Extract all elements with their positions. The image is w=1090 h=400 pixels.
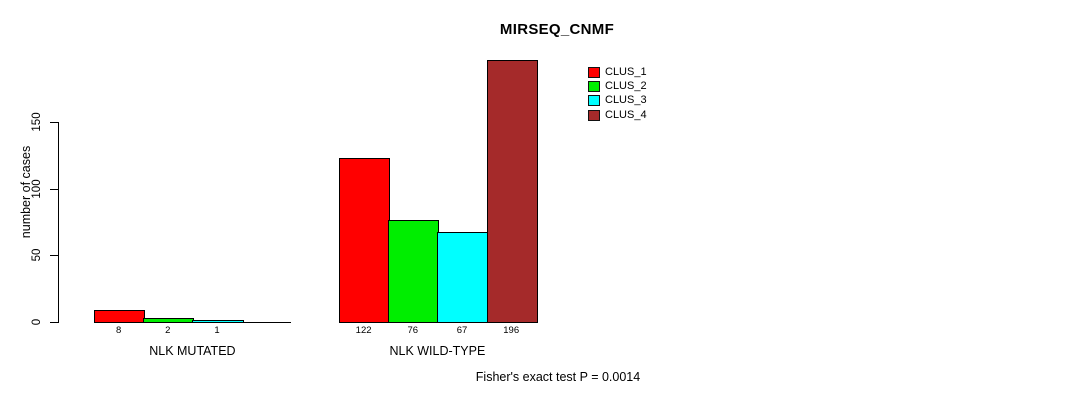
stat-annotation: Fisher's exact test P = 0.0014: [475, 370, 641, 384]
legend-swatch: [588, 109, 600, 121]
y-tick-label: 0: [31, 318, 43, 326]
bar-value-label: 196: [503, 325, 520, 336]
y-axis-tick: [50, 188, 58, 190]
legend-swatch: [588, 81, 600, 93]
bar: [437, 231, 489, 323]
bar-value-label: 8: [115, 325, 122, 336]
legend-label: CLUS_3: [605, 94, 647, 107]
bar: [388, 219, 440, 323]
bar-value-label: 1: [214, 325, 220, 336]
legend-swatch: [588, 95, 600, 107]
legend-swatch: [588, 67, 600, 78]
y-axis-tick: [50, 122, 58, 123]
legend-label: CLUS_2: [605, 80, 647, 93]
y-tick-label: 100: [31, 179, 43, 199]
y-tick-label: 150: [31, 112, 43, 132]
bar-zero: [241, 322, 291, 323]
bar: [192, 319, 244, 323]
y-axis-line: [58, 122, 59, 323]
bar-value-label: 2: [165, 325, 171, 336]
y-tick-label: 50: [31, 248, 43, 262]
bar-value-label: 122: [355, 325, 372, 336]
y-axis-tick: [50, 322, 58, 323]
bar-value-label: 67: [456, 325, 468, 336]
bar: [486, 59, 538, 323]
bar: [143, 318, 195, 323]
x-category-label: NLK WILD-TYPE: [389, 344, 486, 358]
legend-label: CLUS_4: [605, 108, 647, 121]
bar-value-label: 76: [407, 325, 419, 336]
chart-title: MIRSEQ_CNMF: [499, 21, 615, 38]
bar: [339, 158, 391, 323]
bar: [94, 310, 146, 323]
x-category-label: NLK MUTATED: [149, 344, 236, 358]
legend-label: CLUS_1: [605, 66, 647, 78]
y-axis-tick: [50, 255, 58, 257]
